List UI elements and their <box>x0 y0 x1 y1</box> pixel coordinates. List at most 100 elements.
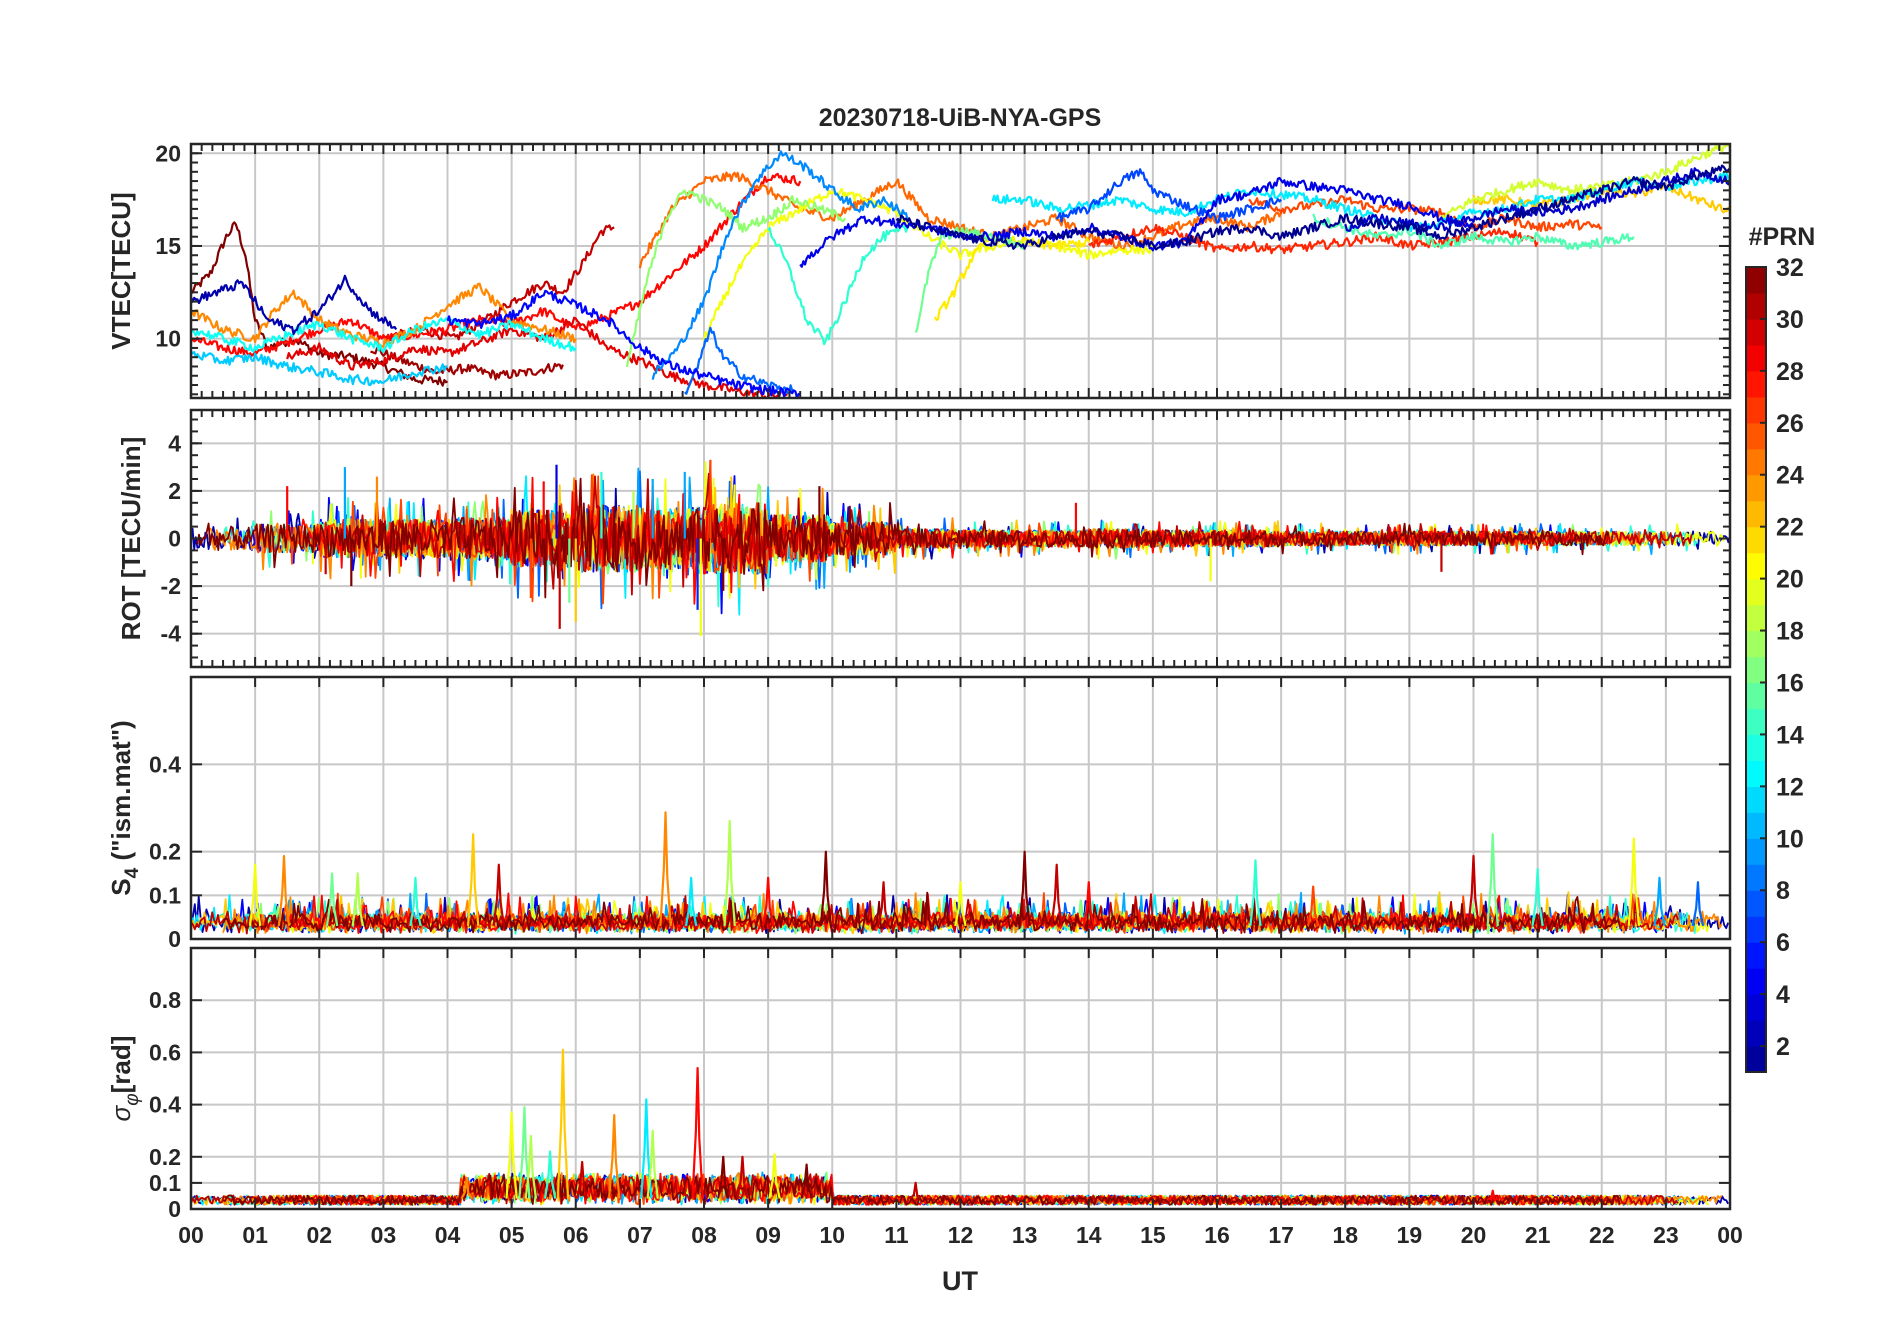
colorbar-tick-label: 6 <box>1776 929 1790 957</box>
y-tick-label: 0 <box>168 526 181 552</box>
y-tick-label: 20 <box>155 140 181 166</box>
spike-series <box>1627 837 1641 927</box>
y-axis-label-sub: φ <box>122 1093 143 1105</box>
colorbar-segment <box>1746 708 1766 736</box>
x-tick-label: 23 <box>1653 1222 1679 1248</box>
y-axis-label: VTEC[TECU] <box>106 192 136 349</box>
series-prn-12 <box>991 171 1730 233</box>
panel-ticks <box>190 143 1731 398</box>
spike-series <box>659 811 672 926</box>
spike-series <box>505 1111 518 1199</box>
panel-rot: 4 2 0 -2 -4 ROT [TECU/min] <box>116 408 1732 669</box>
x-tick-label: 09 <box>755 1222 781 1248</box>
figure-title: 20230718-UiB-NYA-GPS <box>819 104 1102 132</box>
colorbar-tick-label: 14 <box>1776 721 1804 749</box>
colorbar-segment <box>1746 267 1766 294</box>
colorbar-tick-label: 16 <box>1776 669 1804 697</box>
y-tick-label: 0.4 <box>149 1092 181 1118</box>
colorbar-segment <box>1746 812 1766 839</box>
series-prn-13 <box>191 317 577 353</box>
colorbar-tick-label: 30 <box>1776 306 1804 334</box>
spike-series <box>1306 885 1320 927</box>
spike-series <box>1467 854 1480 927</box>
x-tick-label: 17 <box>1268 1222 1294 1248</box>
y-axis-label: S4 ("ism.mat") <box>106 720 143 895</box>
colorbar-segment <box>1746 942 1766 969</box>
x-tick-label: 14 <box>1076 1222 1102 1248</box>
panel-vtec: 10 15 20 VTEC[TECU] <box>106 140 1732 400</box>
y-axis-label-rest: ("ism.mat") <box>106 720 136 867</box>
y-axis-label-main: S <box>106 878 136 895</box>
colorbar-tick-label: 10 <box>1776 825 1804 853</box>
y-axis-label: σφ[rad] <box>106 1036 143 1122</box>
spike-series <box>277 854 291 927</box>
series-prn-32 <box>196 477 1610 599</box>
series-prn-20 <box>702 187 1154 342</box>
y-tick-label: -4 <box>161 621 182 647</box>
series-prn-32 <box>222 1172 1621 1206</box>
colorbar-segment <box>1746 786 1766 813</box>
x-tick-label: 08 <box>691 1222 717 1248</box>
colorbar-tick-label: 26 <box>1776 410 1804 438</box>
colorbar-segment <box>1746 448 1766 476</box>
colorbar-tick-label: 28 <box>1776 358 1804 386</box>
series-prn-15 <box>1312 213 1635 251</box>
colorbar-segment <box>1746 968 1766 995</box>
x-tick-label: 00 <box>178 1222 204 1248</box>
series-prn-11 <box>191 350 448 387</box>
spike-series <box>877 881 890 927</box>
spike-series <box>684 876 698 927</box>
spike-series <box>819 850 833 927</box>
x-tick-label: 21 <box>1525 1222 1551 1248</box>
y-axis-label: ROT [TECU/min] <box>116 437 146 641</box>
colorbar-segment <box>1746 656 1766 684</box>
spike-series <box>325 872 339 927</box>
spike-series <box>351 872 364 927</box>
spike-series <box>524 1134 538 1199</box>
series-prn-30 <box>191 1172 1679 1206</box>
colorbar-segment <box>1746 370 1766 398</box>
spike-series <box>954 881 967 927</box>
spike-series <box>646 1129 659 1199</box>
colorbar-tick-label: 12 <box>1776 773 1804 801</box>
spike-series <box>409 876 422 927</box>
spike-series <box>1249 859 1262 927</box>
colorbar-segment <box>1746 578 1766 606</box>
x-tick-label: 01 <box>242 1222 268 1248</box>
x-tick-label: 04 <box>435 1222 461 1248</box>
spike-series <box>736 1155 749 1199</box>
panel-ticks <box>190 410 1731 667</box>
series-prn-7 <box>1055 168 1282 224</box>
y-tick-label: 0.2 <box>149 839 181 865</box>
spike-series <box>1487 1189 1499 1201</box>
series-prn-4 <box>799 176 1475 268</box>
panel-data <box>191 811 1729 935</box>
colorbar-segment <box>1746 552 1766 580</box>
spike-series <box>248 863 262 927</box>
spike-series <box>1531 868 1544 927</box>
y-tick-label: 0 <box>168 926 181 952</box>
x-tick-label: 03 <box>371 1222 397 1248</box>
x-tick-label: 11 <box>884 1222 909 1248</box>
colorbar-segment <box>1746 734 1766 761</box>
spike-series <box>460 1176 473 1200</box>
series-prn-5 <box>446 289 801 398</box>
colorbar-tick-label: 32 <box>1776 254 1804 282</box>
x-tick-label: 10 <box>819 1222 845 1248</box>
y-tick-label: 0.1 <box>149 882 181 908</box>
y-tick-label: 0 <box>168 1196 181 1222</box>
panel-ticks <box>190 948 1731 1210</box>
colorbar-segment <box>1746 318 1766 346</box>
spike-series <box>1691 881 1705 927</box>
x-tick-label: 20 <box>1461 1222 1487 1248</box>
x-tick-label: 00 <box>1717 1222 1743 1248</box>
colorbar-segment <box>1746 526 1766 554</box>
colorbar-label: #PRN <box>1749 223 1816 251</box>
x-tick-label: 16 <box>1204 1222 1230 1248</box>
series-prn-8 <box>684 326 795 395</box>
spike-series <box>691 1066 704 1199</box>
series-prn-9 <box>651 150 911 380</box>
